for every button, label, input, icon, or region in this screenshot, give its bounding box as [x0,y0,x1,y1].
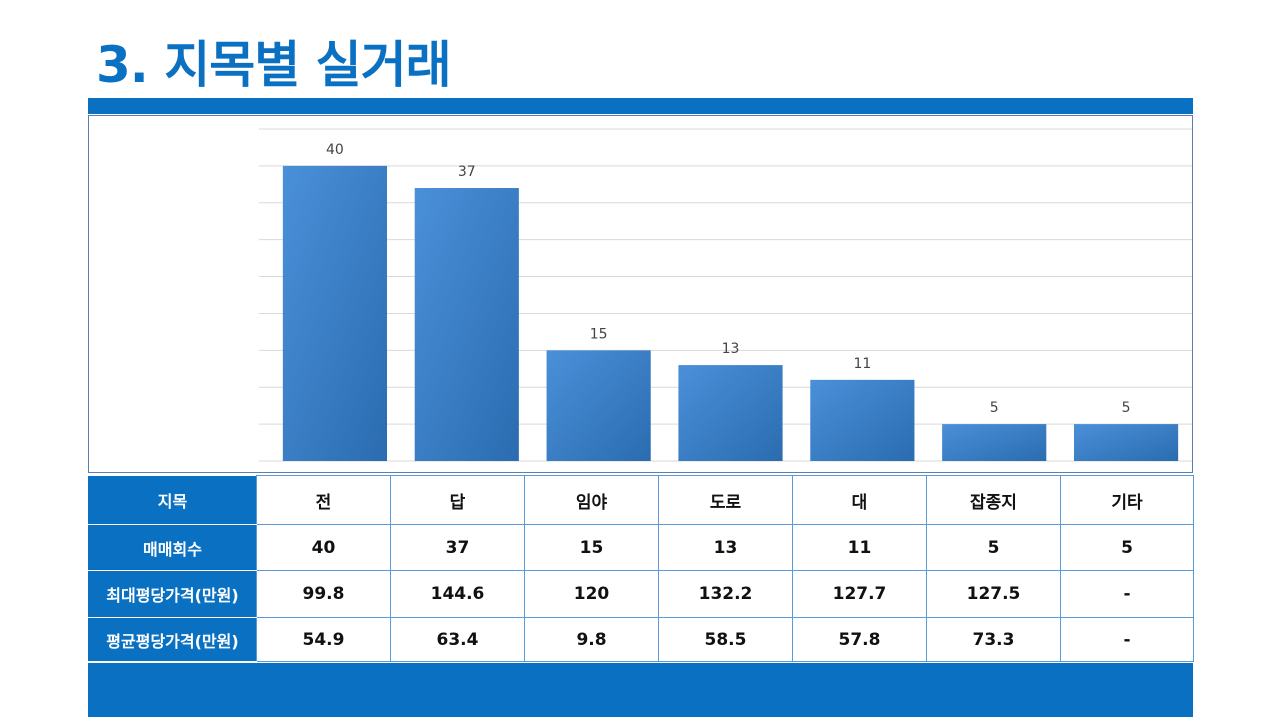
value-cell: 11 [792,524,927,571]
row-label: 매매회수 [88,524,257,571]
value-cell: 58.5 [658,617,793,662]
category-cell: 답 [390,475,525,525]
table-row: 최대평당가격(만원) 99.8 144.6 120 132.2 127.7 127.5- [88,570,1194,618]
bar-1 [414,188,519,461]
footer-bar [88,663,1193,717]
bar-4 [810,379,915,461]
value-cell: 127.7 [792,570,927,618]
category-cell: 대 [792,475,927,525]
category-cell: 기타 [1060,475,1194,525]
value-cell: 73.3 [926,617,1061,662]
value-cell: 120 [524,570,659,618]
value-cell: 99.8 [256,570,391,618]
data-table: 지목 전 답 임야 도로 대 잡종지 기타 매매회수 40 37 15 13 11 5 5 최대평당가격(만원)… [88,475,1194,662]
value-cell: 54.9 [256,617,391,662]
category-cell: 전 [256,475,391,525]
category-cell: 잡종지 [926,475,1061,525]
value-cell: 63.4 [390,617,525,662]
row-label: 최대평당가격(만원) [88,570,257,618]
value-cell: 144.6 [390,570,525,618]
bar-3 [678,365,783,461]
bar-2 [546,350,651,461]
value-cell: 5 [926,524,1061,571]
data-label-5: 5 [990,400,999,416]
data-label-3: 13 [722,341,740,357]
value-cell: 127.5 [926,570,1061,618]
title-underline-bar [88,98,1193,114]
bar-chart: 40 37 15 13 11 5 5 [88,115,1193,473]
data-label-6: 5 [1122,400,1131,416]
category-cell: 도로 [658,475,793,525]
value-cell: - [1060,617,1194,662]
data-label-1: 37 [458,164,476,180]
page-title: 3. 지목별 실거래 [96,36,452,94]
bar-5 [942,424,1047,461]
row-label: 평균평당가격(만원) [88,617,257,662]
data-label-4: 11 [853,356,871,372]
table-row: 매매회수 40 37 15 13 11 5 5 [88,524,1194,571]
row-label: 지목 [88,475,257,525]
value-cell: 57.8 [792,617,927,662]
value-cell: 5 [1060,524,1194,571]
bar-6 [1073,424,1179,461]
value-cell: 15 [524,524,659,571]
value-cell: 40 [256,524,391,571]
data-label-0: 40 [326,142,344,158]
table-header-row: 지목 전 답 임야 도로 대 잡종지 기타 [88,475,1194,525]
value-cell: 13 [658,524,793,571]
value-cell: 9.8 [524,617,659,662]
data-label-2: 15 [590,326,608,342]
bar-chart-svg: 40 37 15 13 11 5 5 [259,128,1192,462]
value-cell: - [1060,570,1194,618]
value-cell: 132.2 [658,570,793,618]
category-cell: 임야 [524,475,659,525]
bar-0 [282,165,388,461]
value-cell: 37 [390,524,525,571]
table-row: 평균평당가격(만원) 54.9 63.4 9.8 58.5 57.8 73.3- [88,617,1194,662]
